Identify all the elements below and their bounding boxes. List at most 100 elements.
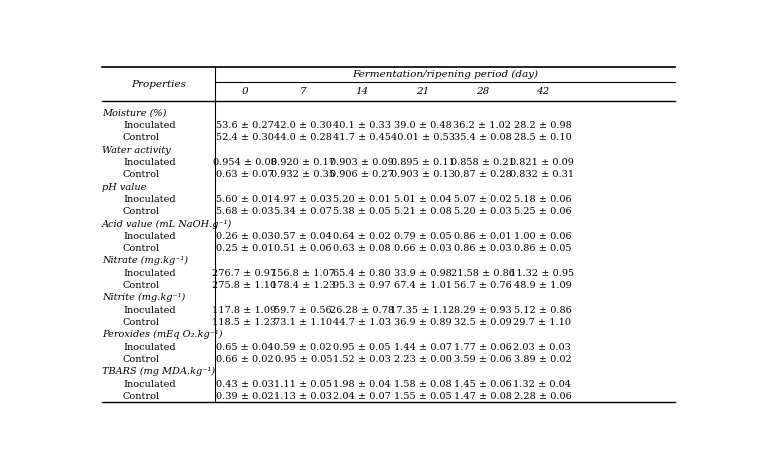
Text: 0.63 ± 0.07: 0.63 ± 0.07 (216, 170, 274, 179)
Text: 0.920 ± 0.17: 0.920 ± 0.17 (271, 158, 335, 167)
Text: 5.07 ± 0.02: 5.07 ± 0.02 (453, 195, 512, 204)
Text: Water activity: Water activity (102, 146, 171, 155)
Text: 156.8 ± 1.07: 156.8 ± 1.07 (271, 269, 335, 278)
Text: 0.95 ± 0.05: 0.95 ± 0.05 (334, 342, 391, 351)
Text: Nitrite (mg.kg⁻¹): Nitrite (mg.kg⁻¹) (102, 293, 185, 302)
Text: 5.12 ± 0.86: 5.12 ± 0.86 (513, 306, 572, 315)
Text: 1.77 ± 0.06: 1.77 ± 0.06 (453, 342, 512, 351)
Text: 0.86 ± 0.03: 0.86 ± 0.03 (453, 244, 512, 253)
Text: 7: 7 (300, 87, 306, 96)
Text: 28: 28 (476, 87, 489, 96)
Text: 0.65 ± 0.04: 0.65 ± 0.04 (216, 342, 274, 351)
Text: 0.43 ± 0.03: 0.43 ± 0.03 (215, 379, 274, 388)
Text: Fermentation/ripening period (day): Fermentation/ripening period (day) (352, 70, 538, 79)
Text: 117.8 ± 1.09: 117.8 ± 1.09 (212, 306, 277, 315)
Text: Control: Control (123, 392, 160, 401)
Text: 29.7 ± 1.10: 29.7 ± 1.10 (513, 318, 572, 327)
Text: 1.47 ± 0.08: 1.47 ± 0.08 (453, 392, 512, 401)
Text: 1.44 ± 0.07: 1.44 ± 0.07 (393, 342, 452, 351)
Text: Inoculated: Inoculated (123, 269, 176, 278)
Text: 5.60 ± 0.01: 5.60 ± 0.01 (216, 195, 274, 204)
Text: 0.39 ± 0.02: 0.39 ± 0.02 (216, 392, 274, 401)
Text: 11.32 ± 0.95: 11.32 ± 0.95 (510, 269, 575, 278)
Text: 2.03 ± 0.03: 2.03 ± 0.03 (513, 342, 572, 351)
Text: 28.5 ± 0.10: 28.5 ± 0.10 (513, 133, 572, 142)
Text: 1.52 ± 0.03: 1.52 ± 0.03 (333, 355, 391, 364)
Text: 0.66 ± 0.02: 0.66 ± 0.02 (216, 355, 274, 364)
Text: 0.95 ± 0.05: 0.95 ± 0.05 (274, 355, 332, 364)
Text: 42.0 ± 0.30: 42.0 ± 0.30 (274, 121, 332, 130)
Text: 1.00 ± 0.06: 1.00 ± 0.06 (514, 232, 572, 241)
Text: Inoculated: Inoculated (123, 121, 176, 130)
Text: 118.5 ± 1.23: 118.5 ± 1.23 (212, 318, 277, 327)
Text: 44.7 ± 1.03: 44.7 ± 1.03 (333, 318, 391, 327)
Text: 0.57 ± 0.04: 0.57 ± 0.04 (274, 232, 332, 241)
Text: 0.86 ± 0.01: 0.86 ± 0.01 (453, 232, 512, 241)
Text: 32.5 ± 0.09: 32.5 ± 0.09 (453, 318, 512, 327)
Text: 42: 42 (536, 87, 549, 96)
Text: pH value: pH value (102, 183, 146, 192)
Text: 95.3 ± 0.97: 95.3 ± 0.97 (334, 281, 391, 290)
Text: 5.34 ± 0.07: 5.34 ± 0.07 (274, 207, 332, 216)
Text: 0.821 ± 0.09: 0.821 ± 0.09 (510, 158, 575, 167)
Text: 5.25 ± 0.06: 5.25 ± 0.06 (514, 207, 572, 216)
Text: 178.4 ± 1.23: 178.4 ± 1.23 (271, 281, 336, 290)
Text: 275.8 ± 1.10: 275.8 ± 1.10 (212, 281, 277, 290)
Text: 3.89 ± 0.02: 3.89 ± 0.02 (513, 355, 572, 364)
Text: 73.1 ± 1.10: 73.1 ± 1.10 (274, 318, 332, 327)
Text: 65.4 ± 0.80: 65.4 ± 0.80 (334, 269, 391, 278)
Text: Control: Control (123, 207, 160, 216)
Text: 4.97 ± 0.03: 4.97 ± 0.03 (274, 195, 332, 204)
Text: 1.58 ± 0.08: 1.58 ± 0.08 (393, 379, 451, 388)
Text: 0.66 ± 0.03: 0.66 ± 0.03 (393, 244, 451, 253)
Text: 0.903 ± 0.13: 0.903 ± 0.13 (390, 170, 455, 179)
Text: 0.86 ± 0.05: 0.86 ± 0.05 (514, 244, 571, 253)
Text: TBARS (mg MDA.kg⁻¹): TBARS (mg MDA.kg⁻¹) (102, 367, 215, 376)
Text: Control: Control (123, 355, 160, 364)
Text: Inoculated: Inoculated (123, 306, 176, 315)
Text: 0.832 ± 0.31: 0.832 ± 0.31 (510, 170, 575, 179)
Text: 67.4 ± 1.01: 67.4 ± 1.01 (393, 281, 452, 290)
Text: 0.26 ± 0.03: 0.26 ± 0.03 (216, 232, 274, 241)
Text: 40.1 ± 0.33: 40.1 ± 0.33 (333, 121, 391, 130)
Text: 59.7 ± 0.56: 59.7 ± 0.56 (274, 306, 332, 315)
Text: 56.7 ± 0.76: 56.7 ± 0.76 (453, 281, 512, 290)
Text: Moisture (%): Moisture (%) (102, 109, 166, 118)
Text: 0.63 ± 0.08: 0.63 ± 0.08 (334, 244, 391, 253)
Text: 5.21 ± 0.08: 5.21 ± 0.08 (393, 207, 452, 216)
Text: Inoculated: Inoculated (123, 158, 176, 167)
Text: 35.4 ± 0.08: 35.4 ± 0.08 (453, 133, 512, 142)
Text: 1.13 ± 0.03: 1.13 ± 0.03 (274, 392, 332, 401)
Text: 1.11 ± 0.05: 1.11 ± 0.05 (274, 379, 332, 388)
Text: 0.25 ± 0.01: 0.25 ± 0.01 (216, 244, 274, 253)
Text: 5.20 ± 0.03: 5.20 ± 0.03 (453, 207, 512, 216)
Text: 0.87 ± 0.28: 0.87 ± 0.28 (453, 170, 512, 179)
Text: 5.68 ± 0.03: 5.68 ± 0.03 (216, 207, 274, 216)
Text: 1.55 ± 0.05: 1.55 ± 0.05 (393, 392, 451, 401)
Text: 0.895 ± 0.11: 0.895 ± 0.11 (390, 158, 455, 167)
Text: 0.858 ± 0.21: 0.858 ± 0.21 (450, 158, 515, 167)
Text: 14: 14 (356, 87, 368, 96)
Text: 1.32 ± 0.04: 1.32 ± 0.04 (513, 379, 572, 388)
Text: 5.20 ± 0.01: 5.20 ± 0.01 (334, 195, 391, 204)
Text: 21: 21 (416, 87, 429, 96)
Text: Acid value (mL NaOH.g⁻¹): Acid value (mL NaOH.g⁻¹) (102, 219, 232, 228)
Text: 0: 0 (241, 87, 248, 96)
Text: 1.45 ± 0.06: 1.45 ± 0.06 (453, 379, 512, 388)
Text: Control: Control (123, 281, 160, 290)
Text: Control: Control (123, 318, 160, 327)
Text: 26.28 ± 0.78: 26.28 ± 0.78 (330, 306, 394, 315)
Text: Inoculated: Inoculated (123, 232, 176, 241)
Text: Inoculated: Inoculated (123, 342, 176, 351)
Text: 44.0 ± 0.28: 44.0 ± 0.28 (274, 133, 332, 142)
Text: 0.954 ± 0.08: 0.954 ± 0.08 (213, 158, 277, 167)
Text: 2.28 ± 0.06: 2.28 ± 0.06 (513, 392, 572, 401)
Text: 40.01 ± 0.53: 40.01 ± 0.53 (390, 133, 455, 142)
Text: 53.6 ± 0.27: 53.6 ± 0.27 (215, 121, 274, 130)
Text: 41.7 ± 0.45: 41.7 ± 0.45 (333, 133, 391, 142)
Text: 48.9 ± 1.09: 48.9 ± 1.09 (513, 281, 572, 290)
Text: 8.29 ± 0.93: 8.29 ± 0.93 (453, 306, 512, 315)
Text: Control: Control (123, 170, 160, 179)
Text: 17.35 ± 1.12: 17.35 ± 1.12 (390, 306, 455, 315)
Text: 0.903 ± 0.09: 0.903 ± 0.09 (330, 158, 394, 167)
